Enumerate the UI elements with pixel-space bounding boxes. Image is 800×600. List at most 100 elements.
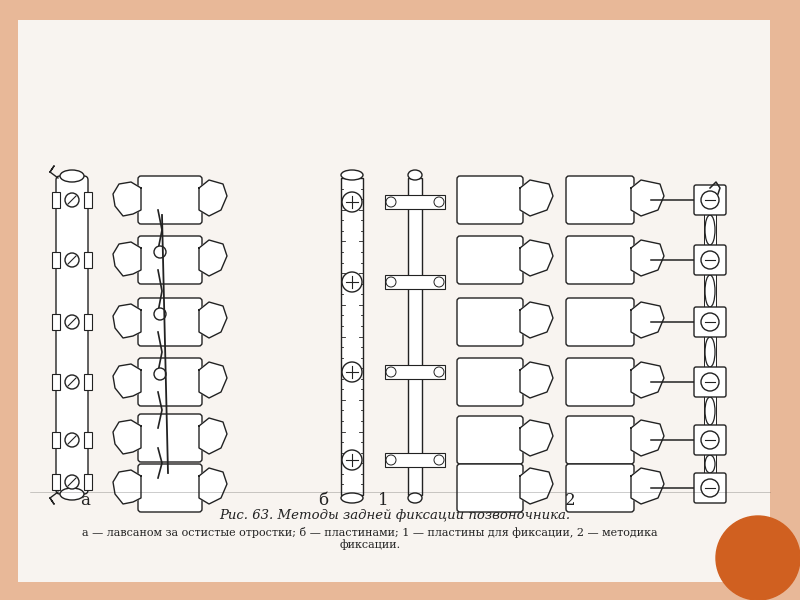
Ellipse shape [705, 397, 715, 425]
Circle shape [716, 516, 800, 600]
Polygon shape [113, 470, 141, 504]
FancyBboxPatch shape [138, 358, 202, 406]
Bar [385, 195, 445, 209]
FancyBboxPatch shape [694, 307, 726, 337]
Text: 2: 2 [565, 492, 576, 509]
Bar [52, 474, 60, 490]
Ellipse shape [60, 170, 84, 182]
Bar [84, 474, 92, 490]
FancyBboxPatch shape [566, 298, 634, 346]
Circle shape [154, 368, 166, 380]
Circle shape [342, 192, 362, 212]
Polygon shape [631, 180, 664, 216]
Circle shape [65, 193, 79, 207]
FancyBboxPatch shape [138, 236, 202, 284]
Polygon shape [631, 420, 664, 456]
Circle shape [65, 475, 79, 489]
FancyBboxPatch shape [566, 358, 634, 406]
Bar [704, 190, 716, 498]
Circle shape [342, 362, 362, 382]
Bar [84, 192, 92, 208]
Bar [341, 178, 363, 495]
Text: б: б [318, 492, 328, 509]
Text: а — лавсаном за остистые отростки; б — пластинами; 1 — пластины для фиксации, 2 : а — лавсаном за остистые отростки; б — п… [82, 527, 658, 538]
Circle shape [65, 433, 79, 447]
Polygon shape [199, 362, 227, 398]
Circle shape [342, 450, 362, 470]
Circle shape [434, 277, 444, 287]
Circle shape [386, 277, 396, 287]
Circle shape [386, 367, 396, 377]
FancyBboxPatch shape [694, 367, 726, 397]
Bar [84, 314, 92, 330]
Polygon shape [631, 240, 664, 276]
Circle shape [434, 455, 444, 465]
Text: фиксации.: фиксации. [339, 539, 401, 550]
FancyBboxPatch shape [457, 416, 523, 464]
Circle shape [386, 197, 396, 207]
Circle shape [434, 197, 444, 207]
FancyBboxPatch shape [457, 236, 523, 284]
FancyBboxPatch shape [56, 176, 88, 494]
Polygon shape [113, 242, 141, 276]
Polygon shape [113, 182, 141, 216]
Circle shape [701, 373, 719, 391]
Polygon shape [631, 302, 664, 338]
Circle shape [701, 251, 719, 269]
FancyBboxPatch shape [457, 464, 523, 512]
Polygon shape [631, 362, 664, 398]
Polygon shape [113, 420, 141, 454]
Bar [385, 453, 445, 467]
Polygon shape [520, 180, 553, 216]
Polygon shape [631, 468, 664, 504]
Ellipse shape [408, 493, 422, 503]
Bar [385, 365, 445, 379]
FancyBboxPatch shape [566, 464, 634, 512]
FancyBboxPatch shape [138, 176, 202, 224]
FancyBboxPatch shape [694, 185, 726, 215]
Polygon shape [199, 302, 227, 338]
FancyBboxPatch shape [566, 176, 634, 224]
Circle shape [342, 272, 362, 292]
FancyBboxPatch shape [138, 464, 202, 512]
Polygon shape [520, 302, 553, 338]
Bar [52, 252, 60, 268]
Bar [52, 432, 60, 448]
Bar [385, 275, 445, 289]
Circle shape [386, 455, 396, 465]
Circle shape [701, 313, 719, 331]
Text: а: а [80, 492, 90, 509]
FancyBboxPatch shape [138, 298, 202, 346]
Polygon shape [520, 362, 553, 398]
FancyBboxPatch shape [694, 245, 726, 275]
Ellipse shape [705, 275, 715, 307]
Circle shape [434, 367, 444, 377]
Polygon shape [520, 240, 553, 276]
Circle shape [701, 479, 719, 497]
FancyBboxPatch shape [457, 358, 523, 406]
Polygon shape [199, 240, 227, 276]
Bar [52, 314, 60, 330]
Circle shape [65, 253, 79, 267]
Circle shape [154, 308, 166, 320]
Bar [408, 178, 422, 495]
FancyBboxPatch shape [457, 298, 523, 346]
Circle shape [65, 315, 79, 329]
Bar [52, 374, 60, 390]
FancyBboxPatch shape [457, 176, 523, 224]
Bar [84, 252, 92, 268]
Bar [84, 432, 92, 448]
Circle shape [154, 246, 166, 258]
Circle shape [65, 375, 79, 389]
Ellipse shape [408, 170, 422, 180]
Bar [84, 374, 92, 390]
Polygon shape [520, 420, 553, 456]
FancyBboxPatch shape [566, 416, 634, 464]
FancyBboxPatch shape [138, 414, 202, 462]
FancyBboxPatch shape [694, 473, 726, 503]
Polygon shape [199, 418, 227, 454]
Ellipse shape [60, 488, 84, 500]
Circle shape [701, 431, 719, 449]
Ellipse shape [705, 215, 715, 245]
FancyBboxPatch shape [18, 20, 770, 582]
